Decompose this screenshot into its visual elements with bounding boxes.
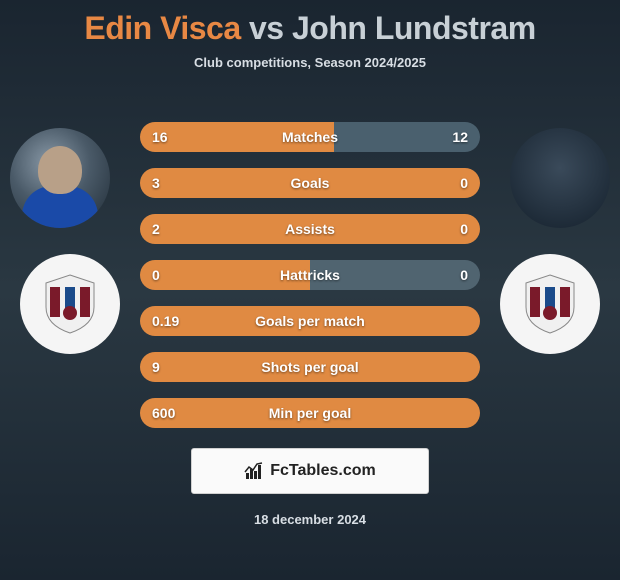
stat-label: Shots per goal <box>140 359 480 375</box>
player2-name: John Lundstram <box>292 10 536 46</box>
stat-row: 3Goals0 <box>140 168 480 198</box>
comparison-title: Edin Visca vs John Lundstram <box>0 0 620 47</box>
stat-row: 600Min per goal <box>140 398 480 428</box>
club-crest-icon <box>42 273 98 335</box>
subtitle: Club competitions, Season 2024/2025 <box>0 55 620 70</box>
stat-row: 0Hattricks0 <box>140 260 480 290</box>
footer-attribution: FcTables.com <box>191 448 429 494</box>
player1-club-badge <box>20 254 120 354</box>
footer-brand-text: FcTables.com <box>270 462 376 480</box>
stat-label: Goals <box>140 175 480 191</box>
stat-row: 0.19Goals per match <box>140 306 480 336</box>
stat-row: 9Shots per goal <box>140 352 480 382</box>
stat-label: Goals per match <box>140 313 480 329</box>
fctables-logo-icon <box>244 461 264 481</box>
stat-label: Matches <box>140 129 480 145</box>
player1-name: Edin Visca <box>84 10 240 46</box>
player2-avatar <box>510 128 610 228</box>
date-label: 18 december 2024 <box>0 512 620 527</box>
stat-label: Assists <box>140 221 480 237</box>
vs-label: vs <box>249 10 284 46</box>
club-crest-icon <box>522 273 578 335</box>
stat-value-right: 12 <box>452 129 468 145</box>
stat-label: Hattricks <box>140 267 480 283</box>
stat-row: 16Matches12 <box>140 122 480 152</box>
stat-value-right: 0 <box>460 221 468 237</box>
stat-row: 2Assists0 <box>140 214 480 244</box>
stat-label: Min per goal <box>140 405 480 421</box>
stat-value-right: 0 <box>460 175 468 191</box>
player1-avatar <box>10 128 110 228</box>
player2-club-badge <box>500 254 600 354</box>
stat-value-right: 0 <box>460 267 468 283</box>
stats-table: 16Matches123Goals02Assists00Hattricks00.… <box>140 122 480 444</box>
